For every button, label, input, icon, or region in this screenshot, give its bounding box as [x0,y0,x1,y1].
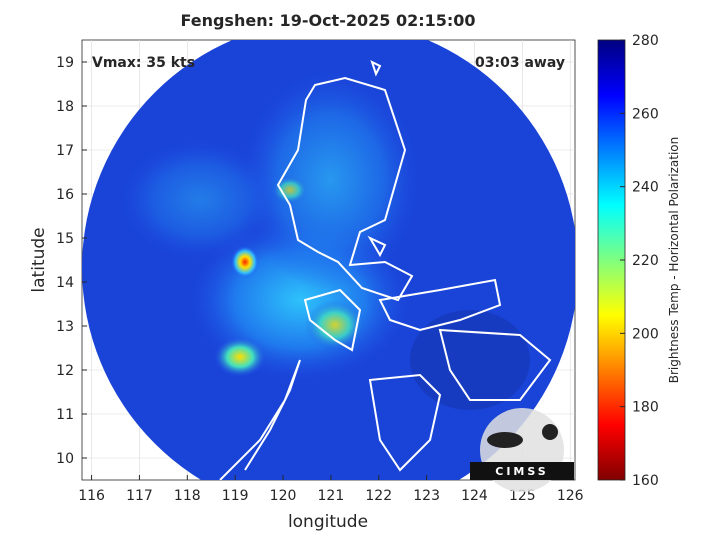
y-axis-label: latitude [29,227,49,292]
axes: 116 117 118 119 120 121 122 123 124 125 126 10 11 12 1… [56,55,583,504]
logo-text: CIMSS [495,465,548,478]
colorbar-tick-label: 180 [632,400,659,416]
y-tick-label: 17 [56,143,74,159]
swath [82,40,575,480]
y-tick-label: 10 [56,451,74,467]
y-tick-label: 15 [56,231,74,247]
x-tick-label: 119 [222,488,249,504]
colorbar-axis: 160 180 200 220 240 260 280 [620,33,659,489]
x-tick-label: 124 [461,488,488,504]
y-tick-label: 13 [56,319,74,335]
annotation: 03:03 away [475,55,565,71]
y-tick-label: 16 [56,187,74,203]
x-tick-label: 120 [270,488,297,504]
x-tick-label: 123 [413,488,440,504]
x-tick-label: 125 [509,488,536,504]
x-tick-label: 122 [365,488,392,504]
x-tick-label: 121 [318,488,345,504]
y-tick-label: 14 [56,275,74,291]
colorbar-tick-label: 240 [632,180,659,196]
colorbar-tick-label: 160 [632,473,659,489]
x-tick-label: 117 [126,488,153,504]
logo: CIMSS [470,408,574,492]
y-tick-label: 11 [56,407,74,423]
x-tick-label: 116 [78,488,105,504]
x-tick-label: 126 [557,488,584,504]
annotation: Vmax: 35 kts [92,55,195,71]
colorbar-label: Brightness Temp - Horizontal Polarizatio… [667,137,681,384]
x-tick-label: 118 [174,488,201,504]
y-tick-label: 12 [56,363,74,379]
colorbar-tick-label: 260 [632,106,659,122]
y-tick-label: 19 [56,55,74,71]
y-tick-label: 18 [56,99,74,115]
title: Fengshen: 19-Oct-2025 02:15:00 [180,11,475,30]
colorbar-tick-label: 280 [632,33,659,49]
colorbar-tick-label: 220 [632,253,659,269]
x-axis-label: longitude [288,512,368,532]
colorbar-tick-label: 200 [632,326,659,342]
